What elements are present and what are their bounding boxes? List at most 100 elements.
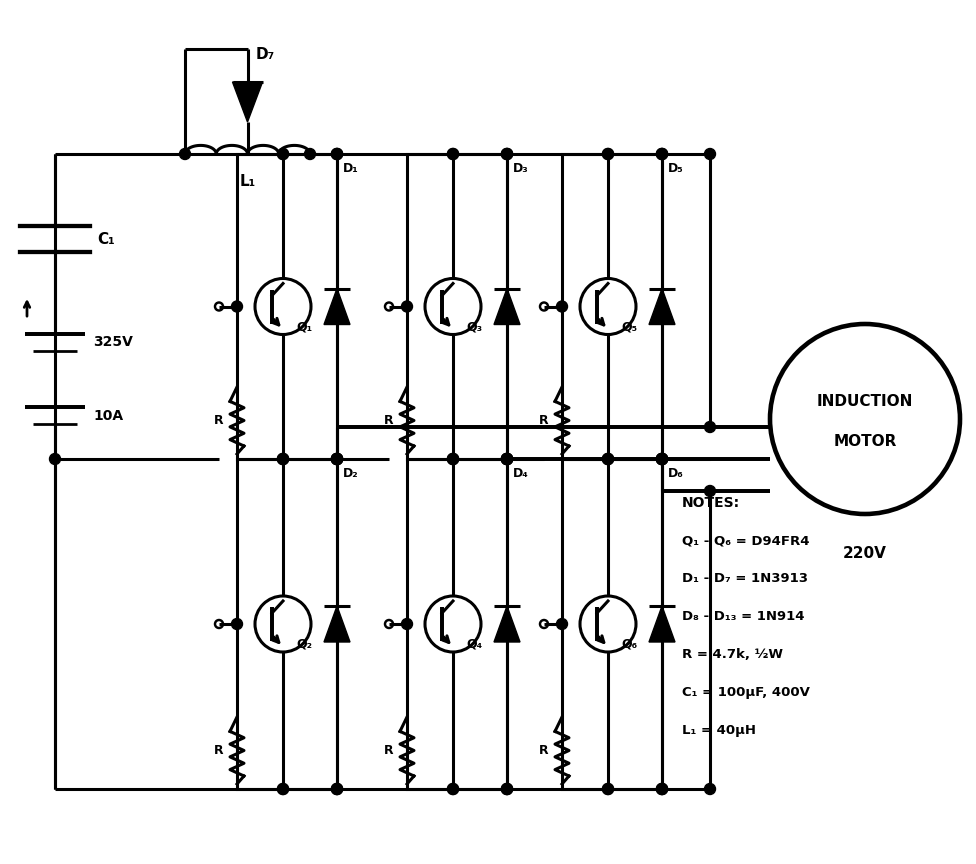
Polygon shape	[324, 289, 350, 325]
Circle shape	[332, 784, 343, 795]
Text: D₆: D₆	[668, 467, 684, 480]
Text: R: R	[384, 414, 393, 427]
Bar	[562, 459, 662, 789]
Text: 325V: 325V	[93, 335, 133, 349]
Circle shape	[448, 784, 459, 795]
Circle shape	[502, 454, 512, 465]
Circle shape	[657, 454, 668, 465]
Circle shape	[502, 784, 512, 795]
Polygon shape	[649, 606, 675, 642]
Text: D₈ - D₁₃ = 1N914: D₈ - D₁₃ = 1N914	[682, 610, 804, 623]
Text: R: R	[539, 744, 548, 757]
Text: MOTOR: MOTOR	[834, 434, 897, 448]
Circle shape	[602, 454, 614, 465]
Circle shape	[448, 149, 459, 160]
Circle shape	[602, 454, 614, 465]
Circle shape	[231, 619, 242, 630]
Circle shape	[657, 784, 668, 795]
Bar	[407, 459, 507, 789]
Polygon shape	[649, 289, 675, 325]
Circle shape	[657, 784, 668, 795]
Text: L₁: L₁	[239, 174, 256, 189]
Text: R: R	[214, 414, 223, 427]
Text: Q₁: Q₁	[296, 320, 312, 333]
Text: L₁ = 40μH: L₁ = 40μH	[682, 724, 756, 737]
Text: C₁ = 100μF, 400V: C₁ = 100μF, 400V	[682, 686, 810, 699]
Circle shape	[705, 149, 715, 160]
Text: Q₃: Q₃	[466, 320, 482, 333]
Circle shape	[602, 784, 614, 795]
Circle shape	[332, 784, 343, 795]
Circle shape	[180, 149, 190, 160]
Text: C₁: C₁	[97, 232, 115, 246]
Circle shape	[277, 454, 289, 465]
Circle shape	[602, 454, 614, 465]
Circle shape	[657, 454, 668, 465]
Circle shape	[332, 454, 343, 465]
Circle shape	[305, 149, 315, 160]
Circle shape	[332, 454, 343, 465]
Circle shape	[448, 454, 459, 465]
Circle shape	[657, 149, 668, 160]
Circle shape	[502, 454, 512, 465]
Circle shape	[556, 619, 567, 630]
Circle shape	[332, 454, 343, 465]
Circle shape	[705, 422, 715, 433]
Circle shape	[556, 301, 567, 312]
Text: R = 4.7k, ½W: R = 4.7k, ½W	[682, 648, 783, 661]
Circle shape	[332, 149, 343, 160]
Circle shape	[332, 454, 343, 465]
Circle shape	[657, 454, 668, 465]
Text: D₁: D₁	[343, 162, 359, 175]
Circle shape	[502, 454, 512, 465]
Text: D₅: D₅	[668, 162, 684, 175]
Circle shape	[332, 454, 343, 465]
Bar	[407, 154, 507, 459]
Circle shape	[277, 784, 289, 795]
Text: D₃: D₃	[513, 162, 529, 175]
Circle shape	[277, 149, 289, 160]
Polygon shape	[324, 606, 350, 642]
Circle shape	[448, 454, 459, 465]
Circle shape	[657, 454, 668, 465]
Text: D₁ - D₇ = 1N3913: D₁ - D₇ = 1N3913	[682, 572, 808, 585]
Text: Q₆: Q₆	[621, 638, 637, 651]
Circle shape	[502, 149, 512, 160]
Circle shape	[502, 454, 512, 465]
Circle shape	[502, 784, 512, 795]
Bar	[237, 154, 337, 459]
Circle shape	[332, 454, 343, 465]
Text: D₄: D₄	[513, 467, 529, 480]
Circle shape	[657, 454, 668, 465]
Circle shape	[705, 486, 715, 497]
Circle shape	[332, 149, 343, 160]
Text: Q₅: Q₅	[621, 320, 637, 333]
Polygon shape	[494, 289, 520, 325]
Text: Q₄: Q₄	[466, 638, 482, 651]
Circle shape	[657, 454, 668, 465]
Polygon shape	[494, 606, 520, 642]
Circle shape	[277, 784, 289, 795]
Bar	[237, 459, 337, 789]
Text: R: R	[214, 744, 223, 757]
Circle shape	[277, 454, 289, 465]
Text: Q₂: Q₂	[296, 638, 312, 651]
Text: D₂: D₂	[343, 467, 358, 480]
Circle shape	[332, 149, 343, 160]
Polygon shape	[232, 82, 263, 122]
Circle shape	[277, 454, 289, 465]
Circle shape	[657, 149, 668, 160]
Circle shape	[448, 784, 459, 795]
Circle shape	[502, 784, 512, 795]
Text: 10A: 10A	[93, 409, 123, 423]
Circle shape	[657, 149, 668, 160]
Circle shape	[705, 784, 715, 795]
Circle shape	[50, 454, 61, 465]
Circle shape	[502, 149, 512, 160]
Text: D₇: D₇	[256, 47, 275, 61]
Text: NOTES:: NOTES:	[682, 496, 740, 510]
Circle shape	[602, 784, 614, 795]
Text: R: R	[384, 744, 393, 757]
Circle shape	[502, 454, 512, 465]
Circle shape	[277, 149, 289, 160]
